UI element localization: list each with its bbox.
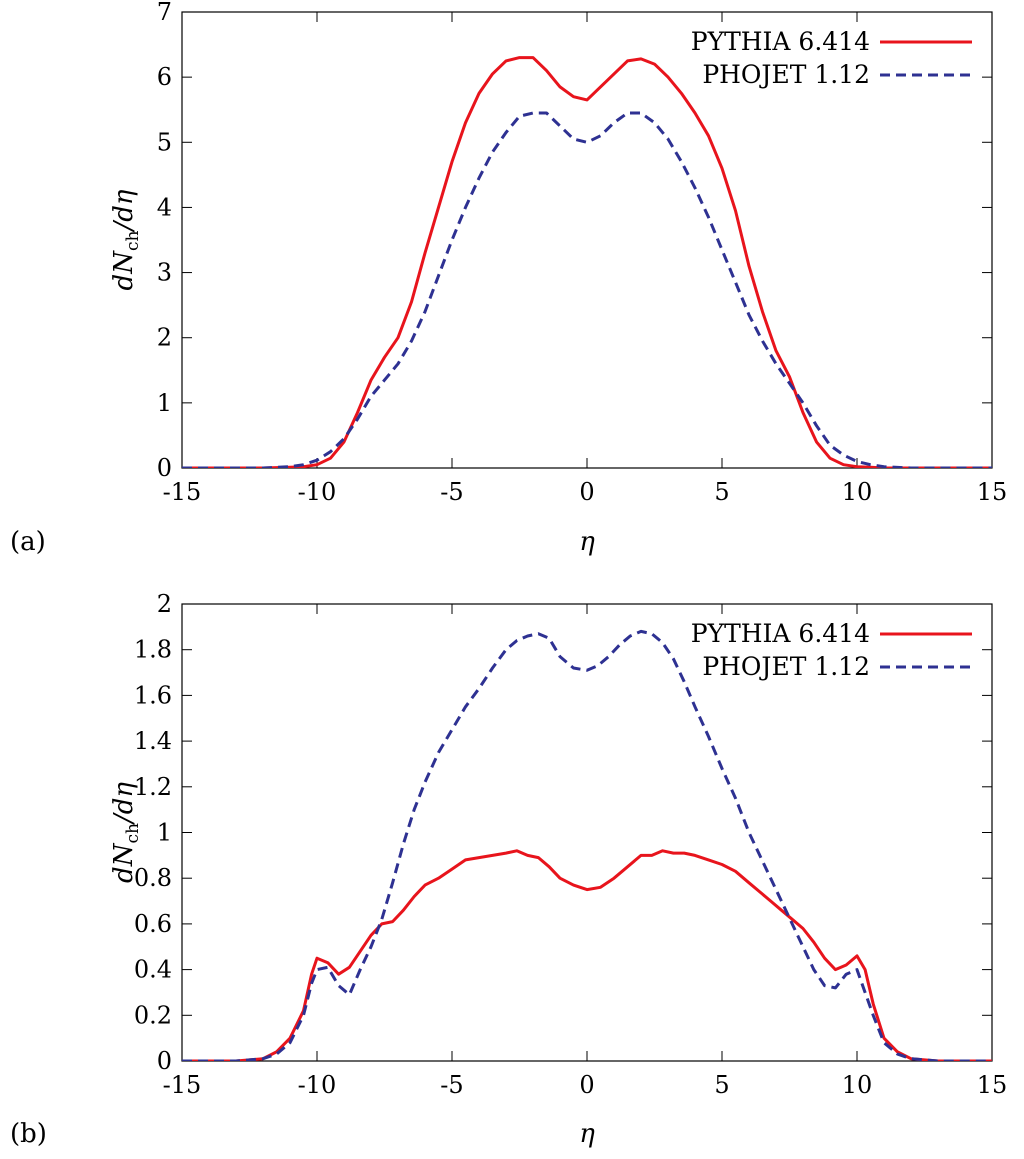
y-tick-label: 2: [157, 324, 172, 352]
x-tick-label: 0: [579, 478, 594, 506]
legend-label-phojet: PHOJET 1.12: [702, 652, 870, 681]
x-tick-label: 15: [977, 1071, 1008, 1099]
x-tick-label: 0: [579, 1071, 594, 1099]
x-tick-label: -15: [163, 478, 202, 506]
y-tick-label: 1: [157, 819, 172, 847]
x-tick-label: -15: [163, 1071, 202, 1099]
x-axis-label: η: [579, 1119, 595, 1149]
y-tick-label: 0: [157, 454, 172, 482]
x-tick-label: 10: [842, 478, 873, 506]
y-tick-label: 4: [157, 193, 172, 221]
y-tick-label: 0.2: [134, 1001, 172, 1029]
x-axis-label: η: [579, 527, 595, 557]
x-tick-label: 10: [842, 1071, 873, 1099]
y-axis-label: dNch/dη: [109, 782, 143, 883]
legend-label-pythia: PYTHIA 6.414: [691, 27, 870, 56]
y-tick-label: 6: [157, 63, 172, 91]
y-tick-label: 3: [157, 259, 172, 287]
panel-label: (a): [10, 527, 46, 557]
x-tick-label: 5: [714, 1071, 729, 1099]
chart-panel-b: -15 -10 -5 0 5 10 15 0 0.2 0.4 0.6 0.8 1 1.2 1.4 1.6 1.8…: [10, 590, 1007, 1149]
y-axis-label-main: dN: [109, 250, 139, 291]
y-axis-label-tail: /dη: [109, 189, 139, 233]
series-line-pythia: [182, 849, 992, 1061]
series-line-pythia: [182, 56, 992, 468]
y-tick-label: 1.6: [134, 681, 172, 709]
legend-label-phojet: PHOJET 1.12: [702, 60, 870, 89]
panel-label: (b): [10, 1119, 47, 1149]
x-tick-label: -10: [298, 478, 337, 506]
chart-panel-a: -15 -10 -5 0 5 10 15 0 1 2 3 4 5 6 7 η dNch/dη (a) PYTHIA …: [10, 0, 1007, 557]
y-axis-label: dNch/dη: [109, 189, 143, 290]
x-tick-label: -10: [298, 1071, 337, 1099]
y-tick-label: 1.2: [134, 773, 172, 801]
y-tick-label: 1.8: [134, 636, 172, 664]
series-line-phojet: [182, 629, 992, 1061]
y-tick-label: 0: [157, 1047, 172, 1075]
plot-frame: [181, 11, 993, 469]
x-tick-label: 5: [714, 478, 729, 506]
y-tick-label: 0.4: [134, 956, 172, 984]
y-tick-label: 5: [157, 128, 172, 156]
y-tick-label: 2: [157, 590, 172, 618]
y-tick-label: 0.8: [134, 864, 172, 892]
x-tick-label: -5: [440, 1071, 463, 1099]
y-tick-label: 0.6: [134, 910, 172, 938]
legend-label-pythia: PYTHIA 6.414: [691, 619, 870, 648]
x-tick-label: 15: [977, 478, 1008, 506]
y-axis-label-main: dN: [109, 842, 139, 883]
y-axis-label-tail: /dη: [109, 782, 139, 826]
y-tick-label: 1.4: [134, 727, 172, 755]
x-tick-label: -5: [440, 478, 463, 506]
series-line-phojet: [182, 111, 992, 468]
y-tick-label: 1: [157, 389, 172, 417]
y-axis-label-sub: ch: [123, 231, 143, 252]
y-axis-label-sub: ch: [123, 823, 143, 844]
y-tick-label: 7: [157, 0, 172, 26]
